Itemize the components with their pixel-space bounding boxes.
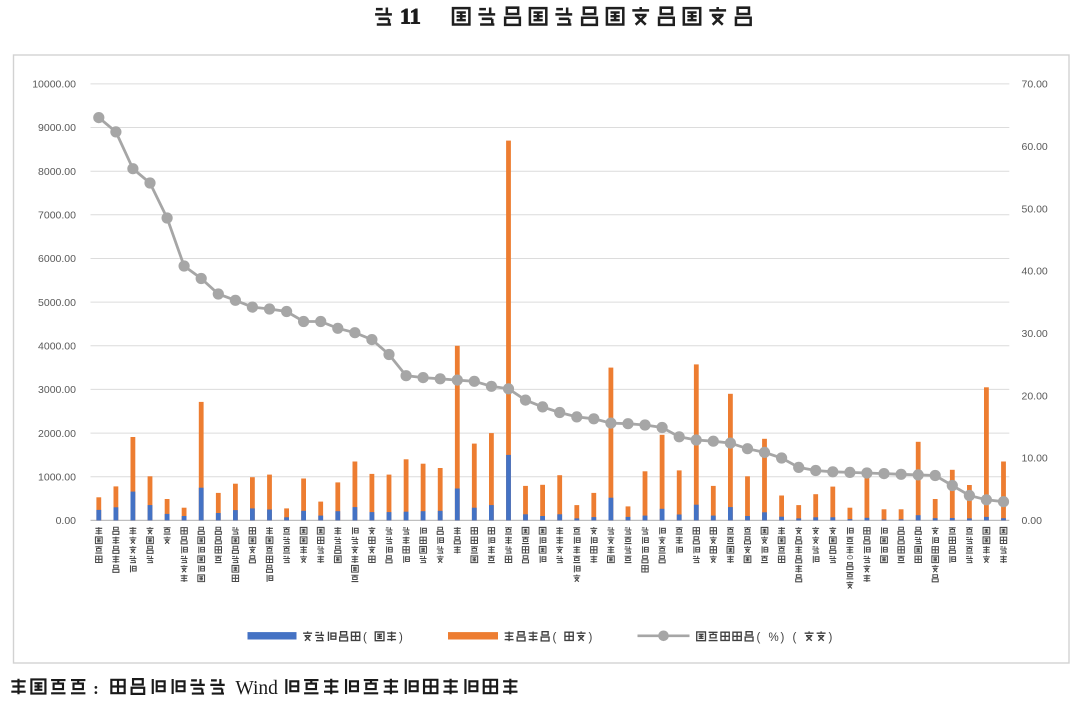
svg-text:0: 0	[845, 555, 855, 560]
svg-text:): )	[829, 632, 833, 644]
svg-text:4000.00: 4000.00	[38, 341, 76, 353]
svg-text:3000.00: 3000.00	[38, 384, 76, 396]
svg-text:70.00: 70.00	[1022, 79, 1048, 91]
svg-text:7000.00: 7000.00	[38, 210, 76, 222]
svg-text:11: 11	[400, 4, 421, 29]
svg-text:50.00: 50.00	[1022, 203, 1048, 215]
svg-text:): )	[781, 632, 785, 644]
svg-text:1000.00: 1000.00	[38, 471, 76, 483]
svg-text:(: (	[793, 632, 797, 644]
svg-text:0.00: 0.00	[1022, 515, 1043, 527]
svg-text:(: (	[553, 632, 557, 644]
svg-text:(: (	[757, 632, 761, 644]
svg-text:(: (	[363, 632, 367, 644]
svg-text:2000.00: 2000.00	[38, 428, 76, 440]
svg-text:10000.00: 10000.00	[32, 79, 76, 91]
svg-text:10.00: 10.00	[1022, 453, 1048, 465]
svg-text:40.00: 40.00	[1022, 266, 1048, 278]
svg-text:Wind: Wind	[235, 678, 278, 699]
svg-text:5000.00: 5000.00	[38, 297, 76, 309]
svg-text:): )	[399, 632, 403, 644]
svg-text:0.00: 0.00	[56, 515, 77, 527]
svg-text::: :	[93, 679, 99, 698]
svg-text:9000.00: 9000.00	[38, 122, 76, 134]
svg-text:): )	[589, 632, 593, 644]
svg-text:6000.00: 6000.00	[38, 253, 76, 265]
svg-text:60.00: 60.00	[1022, 141, 1048, 153]
svg-text:20.00: 20.00	[1022, 390, 1048, 402]
svg-text:30.00: 30.00	[1022, 328, 1048, 340]
svg-text:8000.00: 8000.00	[38, 166, 76, 178]
svg-text:%: %	[769, 632, 779, 644]
